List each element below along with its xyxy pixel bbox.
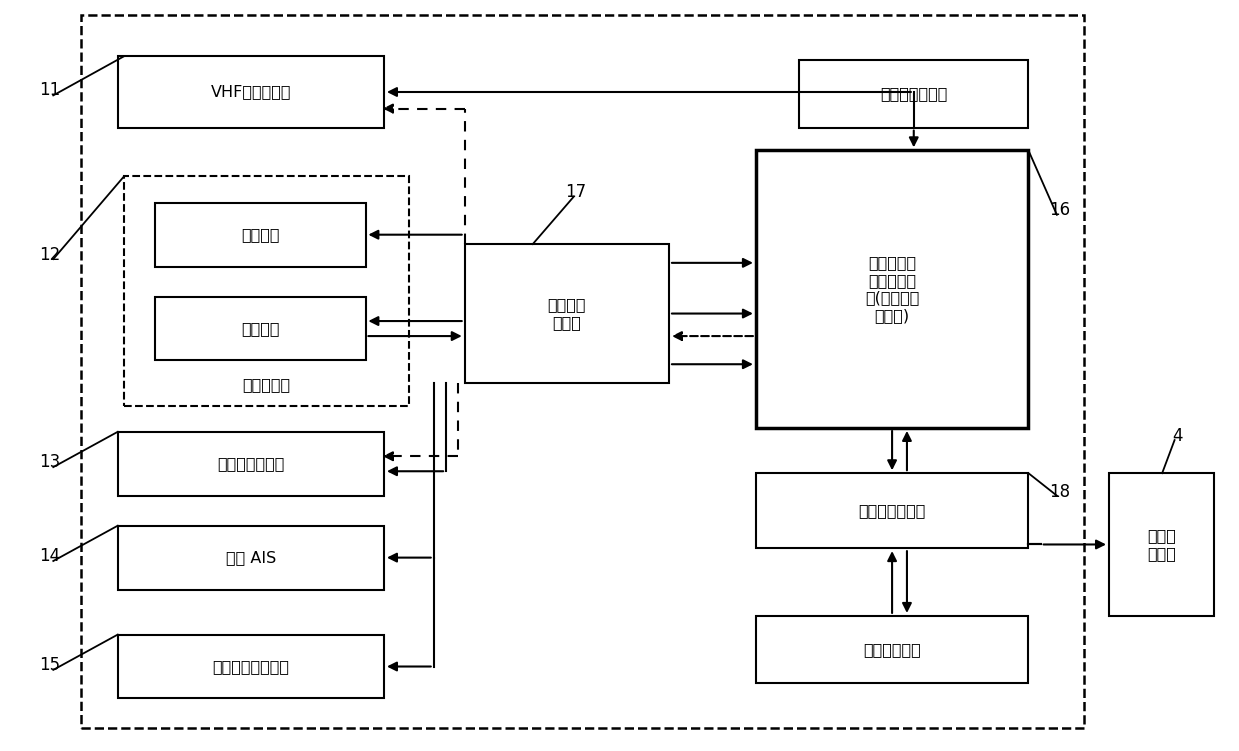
Text: 4: 4 [1172, 427, 1182, 445]
Text: 局内信息终端: 局内信息终端 [864, 642, 921, 657]
Text: 综合雷达数
据处理子系
统(显示与操
作终端): 综合雷达数 据处理子系 统(显示与操 作终端) [865, 255, 919, 323]
Text: 16: 16 [1048, 201, 1070, 219]
Bar [756, 473, 1028, 548]
Bar [118, 526, 384, 590]
Text: 其他信息收集设备: 其他信息收集设备 [212, 659, 290, 674]
Text: 雷达子系统: 雷达子系统 [243, 377, 290, 392]
Text: 13: 13 [38, 453, 61, 471]
Bar [1109, 473, 1214, 616]
Text: 管理信息子系统: 管理信息子系统 [859, 503, 926, 518]
Text: 岸基 AIS: 岸基 AIS [225, 550, 276, 565]
Text: 18: 18 [1048, 483, 1070, 501]
Text: 11: 11 [38, 81, 61, 99]
Text: 17: 17 [565, 182, 587, 201]
Bar [118, 432, 384, 496]
Text: 远地雷达: 远地雷达 [240, 321, 280, 336]
Bar [756, 150, 1028, 428]
Bar [155, 297, 366, 360]
Text: 12: 12 [38, 246, 61, 264]
Bar [118, 635, 384, 698]
Bar [799, 60, 1028, 128]
Bar [118, 56, 384, 128]
Text: 局外信
息终端: 局外信 息终端 [1147, 528, 1176, 561]
Text: VHF通信子系统: VHF通信子系统 [211, 85, 291, 99]
Text: 15: 15 [38, 656, 61, 674]
Bar [465, 244, 669, 383]
Bar [155, 203, 366, 267]
Text: 14: 14 [38, 547, 61, 565]
Text: 多媒体记录设备: 多媒体记录设备 [880, 86, 948, 101]
Text: 信息传输
子系统: 信息传输 子系统 [548, 297, 586, 330]
Bar [756, 616, 1028, 683]
Bar [81, 15, 1084, 728]
Text: 本地雷达: 本地雷达 [240, 228, 280, 242]
Text: 水文气象子系统: 水文气象子系统 [217, 457, 285, 471]
Bar [124, 176, 409, 406]
